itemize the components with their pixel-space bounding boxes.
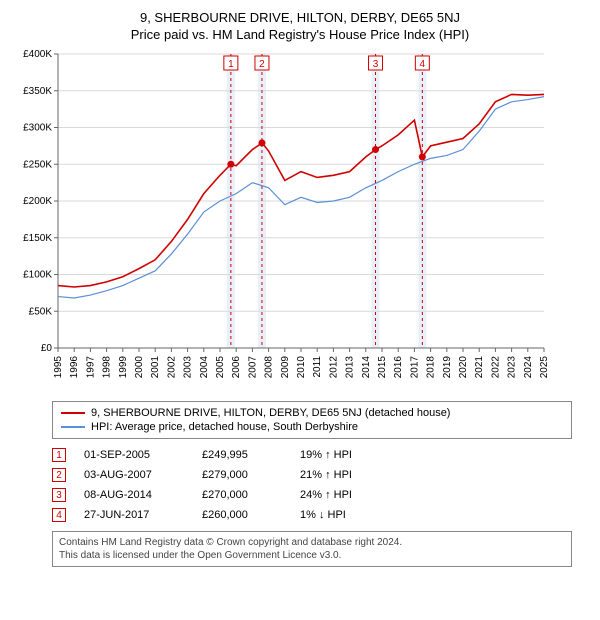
svg-text:2001: 2001	[150, 356, 161, 379]
svg-text:£400K: £400K	[23, 49, 52, 60]
svg-text:1997: 1997	[85, 356, 96, 379]
footer-line: This data is licensed under the Open Gov…	[59, 549, 565, 562]
legend-label: 9, SHERBOURNE DRIVE, HILTON, DERBY, DE65…	[91, 407, 450, 419]
svg-text:3: 3	[373, 59, 379, 70]
svg-text:£200K: £200K	[23, 196, 52, 207]
svg-text:2022: 2022	[490, 356, 501, 379]
legend-item: 9, SHERBOURNE DRIVE, HILTON, DERBY, DE65…	[61, 406, 563, 420]
svg-text:2: 2	[259, 59, 265, 70]
svg-text:2016: 2016	[393, 356, 404, 379]
price-chart: £0 £50K £100K £150K £200K £250K £300K £350K £400…	[12, 48, 552, 388]
svg-text:2020: 2020	[458, 356, 469, 379]
svg-text:2008: 2008	[264, 356, 275, 379]
svg-text:1998: 1998	[102, 356, 113, 379]
sale-marker: 2	[52, 468, 66, 482]
svg-text:2021: 2021	[474, 356, 485, 379]
svg-text:4: 4	[420, 59, 426, 70]
sale-price: £270,000	[202, 489, 282, 501]
sale-row: 2 03-AUG-2007 £279,000 21% ↑ HPI	[52, 465, 572, 485]
sale-pct: 21% ↑ HPI	[300, 469, 410, 481]
svg-text:2010: 2010	[296, 356, 307, 379]
svg-text:2012: 2012	[328, 356, 339, 379]
chart-titles: 9, SHERBOURNE DRIVE, HILTON, DERBY, DE65…	[12, 10, 588, 42]
sale-marker: 3	[52, 488, 66, 502]
legend: 9, SHERBOURNE DRIVE, HILTON, DERBY, DE65…	[52, 401, 572, 439]
svg-text:£0: £0	[41, 343, 53, 354]
title-address: 9, SHERBOURNE DRIVE, HILTON, DERBY, DE65…	[12, 10, 588, 25]
sale-marker: 4	[52, 508, 66, 522]
svg-text:£250K: £250K	[23, 159, 52, 170]
svg-text:£50K: £50K	[29, 306, 53, 317]
svg-text:2018: 2018	[426, 356, 437, 379]
svg-text:1: 1	[228, 59, 234, 70]
svg-text:2003: 2003	[183, 356, 194, 379]
legend-swatch	[61, 426, 85, 428]
sale-row: 1 01-SEP-2005 £249,995 19% ↑ HPI	[52, 445, 572, 465]
footer-attribution: Contains HM Land Registry data © Crown c…	[52, 531, 572, 567]
svg-text:2007: 2007	[247, 356, 258, 379]
svg-text:2011: 2011	[312, 356, 323, 378]
svg-text:2015: 2015	[377, 356, 388, 379]
svg-text:2009: 2009	[280, 356, 291, 379]
svg-text:2019: 2019	[442, 356, 453, 379]
sale-price: £249,995	[202, 449, 282, 461]
svg-text:1995: 1995	[53, 356, 64, 379]
sale-pct: 1% ↓ HPI	[300, 509, 410, 521]
svg-text:£350K: £350K	[23, 86, 52, 97]
svg-text:2002: 2002	[166, 356, 177, 379]
legend-label: HPI: Average price, detached house, Sout…	[91, 421, 358, 433]
sale-price: £260,000	[202, 509, 282, 521]
svg-text:£300K: £300K	[23, 123, 52, 134]
svg-text:2014: 2014	[361, 356, 372, 379]
legend-swatch	[61, 412, 85, 414]
sale-row: 4 27-JUN-2017 £260,000 1% ↓ HPI	[52, 505, 572, 525]
sale-date: 01-SEP-2005	[84, 449, 184, 461]
svg-text:2013: 2013	[345, 356, 356, 379]
title-subtitle: Price paid vs. HM Land Registry's House …	[12, 27, 588, 42]
svg-text:2005: 2005	[215, 356, 226, 379]
svg-text:£100K: £100K	[23, 270, 52, 281]
sale-date: 27-JUN-2017	[84, 509, 184, 521]
sale-date: 03-AUG-2007	[84, 469, 184, 481]
svg-text:2024: 2024	[523, 356, 534, 379]
svg-text:£150K: £150K	[23, 233, 52, 244]
sales-table: 1 01-SEP-2005 £249,995 19% ↑ HPI 2 03-AUG-200…	[52, 445, 572, 525]
svg-text:2006: 2006	[231, 356, 242, 379]
svg-text:2004: 2004	[199, 356, 210, 379]
footer-line: Contains HM Land Registry data © Crown c…	[59, 536, 565, 549]
chart-container: £0 £50K £100K £150K £200K £250K £300K £350K £400…	[12, 48, 588, 393]
sale-price: £279,000	[202, 469, 282, 481]
svg-text:2000: 2000	[134, 356, 145, 379]
svg-text:1999: 1999	[118, 356, 129, 379]
svg-text:2017: 2017	[409, 356, 420, 379]
svg-text:1996: 1996	[69, 356, 80, 379]
svg-text:2025: 2025	[539, 356, 550, 379]
legend-item: HPI: Average price, detached house, Sout…	[61, 420, 563, 434]
svg-text:2023: 2023	[507, 356, 518, 379]
sale-pct: 19% ↑ HPI	[300, 449, 410, 461]
sale-pct: 24% ↑ HPI	[300, 489, 410, 501]
sale-date: 08-AUG-2014	[84, 489, 184, 501]
sale-marker: 1	[52, 448, 66, 462]
sale-row: 3 08-AUG-2014 £270,000 24% ↑ HPI	[52, 485, 572, 505]
